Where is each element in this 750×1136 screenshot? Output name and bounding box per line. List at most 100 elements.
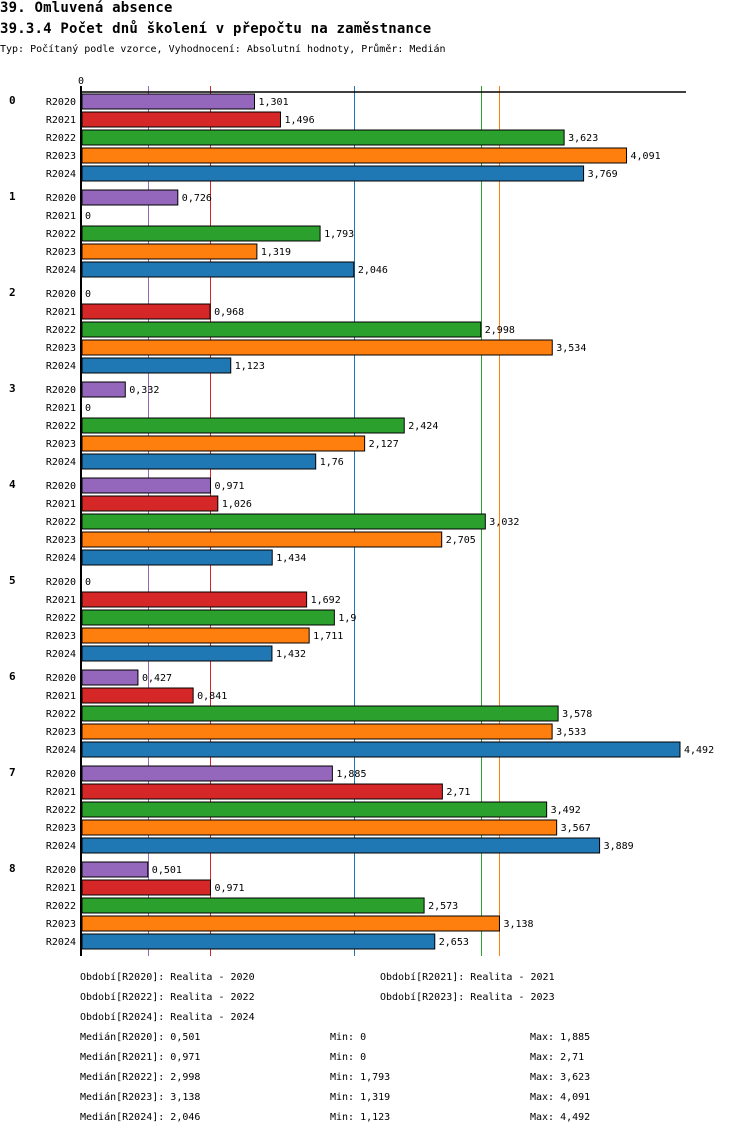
value-label: 3,032 [489, 517, 519, 528]
section-title: 39. Omluvená absence [0, 0, 173, 16]
series-label: R2022 [46, 517, 76, 528]
bar-r2020 [81, 861, 149, 878]
value-label: 0,501 [152, 865, 182, 876]
bar-r2023 [81, 723, 553, 740]
value-label: 2,71 [446, 787, 470, 798]
category-group-5: 5 R2020 0 R2021 1,692 R2022 1,9 R2023 1,711 R2024… [9, 574, 356, 662]
value-label: 1,76 [320, 457, 344, 468]
series-label: R2024 [46, 265, 76, 276]
series-label: R2023 [46, 535, 76, 546]
bar-r2023 [81, 435, 366, 452]
value-label: 3,889 [604, 841, 634, 852]
value-label: 3,567 [561, 823, 591, 834]
bar-r2022 [81, 801, 548, 818]
bar-r2022 [81, 609, 335, 626]
bar-r2024 [81, 261, 355, 278]
bar-r2023 [81, 147, 628, 164]
series-label: R2024 [46, 649, 76, 660]
bar-r2020 [81, 765, 333, 782]
value-label: 2,127 [369, 439, 399, 450]
category-label: 5 [9, 574, 16, 587]
bar-r2022 [81, 417, 405, 434]
bar-r2023 [81, 339, 553, 356]
value-label: 0 [85, 289, 91, 300]
max-r2022: Max: 3,623 [530, 1072, 591, 1083]
series-label: R2024 [46, 457, 76, 468]
series-label: R2022 [46, 229, 76, 240]
bar-r2020 [81, 93, 255, 110]
series-label: R2024 [46, 745, 76, 756]
category-label: 2 [9, 286, 16, 299]
series-label: R2021 [46, 403, 76, 414]
min-r2020: Min: 0 [330, 1032, 367, 1043]
series-label: R2020 [46, 865, 76, 876]
min-r2021: Min: 0 [330, 1052, 367, 1063]
series-label: R2020 [46, 289, 76, 300]
bar-r2024 [81, 549, 273, 566]
bar-r2021 [81, 879, 211, 896]
value-label: 3,623 [568, 133, 598, 144]
value-label: 1,711 [313, 631, 343, 642]
value-label: 1,026 [222, 499, 252, 510]
bar-r2022 [81, 705, 559, 722]
bar-r2024 [81, 837, 601, 854]
legend-period-r2023: Období[R2023]: Realita - 2023 [380, 992, 555, 1003]
min-r2023: Min: 1,319 [330, 1092, 391, 1103]
median-r2024: Medián[R2024]: 2,046 [80, 1112, 201, 1123]
series-label: R2022 [46, 709, 76, 720]
median-r2023: Medián[R2023]: 3,138 [80, 1092, 201, 1103]
category-label: 0 [9, 94, 16, 107]
series-label: R2021 [46, 595, 76, 606]
bar-r2022 [81, 321, 482, 338]
value-label: 2,705 [446, 535, 476, 546]
value-label: 2,998 [485, 325, 515, 336]
value-label: 0,332 [129, 385, 159, 396]
value-label: 0 [85, 211, 91, 222]
bar-r2023 [81, 819, 558, 836]
value-label: 0,971 [214, 883, 244, 894]
value-label: 0,427 [142, 673, 172, 684]
max-r2024: Max: 4,492 [530, 1112, 591, 1123]
value-label: 2,424 [408, 421, 438, 432]
bar-r2021 [81, 303, 211, 320]
chart-title: 39.3.4 Počet dnů školení v přepočtu na z… [0, 21, 432, 37]
series-label: R2022 [46, 805, 76, 816]
value-label: 1,123 [235, 361, 265, 372]
series-label: R2021 [46, 691, 76, 702]
series-label: R2021 [46, 787, 76, 798]
series-label: R2024 [46, 361, 76, 372]
category-label: 3 [9, 382, 16, 395]
category-group-0: 0 R2020 1,301 R2021 1,496 R2022 3,623 R2023 4,09… [9, 93, 661, 182]
median-r2020: Medián[R2020]: 0,501 [80, 1032, 201, 1043]
value-label: 2,573 [428, 901, 458, 912]
bar-r2021 [81, 783, 443, 800]
value-label: 1,301 [258, 97, 288, 108]
category-label: 1 [9, 190, 16, 203]
value-label: 3,769 [588, 169, 618, 180]
max-r2020: Max: 1,885 [530, 1032, 591, 1043]
value-label: 2,653 [439, 937, 469, 948]
category-label: 4 [9, 478, 16, 491]
value-label: 1,692 [311, 595, 341, 606]
bar-r2022 [81, 897, 425, 914]
legend-period-r2021: Období[R2021]: Realita - 2021 [380, 972, 555, 983]
value-label: 1,432 [276, 649, 306, 660]
series-label: R2020 [46, 673, 76, 684]
value-label: 1,434 [276, 553, 306, 564]
value-label: 4,492 [684, 745, 714, 756]
series-label: R2021 [46, 883, 76, 894]
category-group-8: 8 R2020 0,501 R2021 0,971 R2022 2,573 R2023 3,13… [9, 861, 534, 950]
legend-period-r2020: Období[R2020]: Realita - 2020 [80, 972, 255, 983]
value-label: 1,793 [324, 229, 354, 240]
series-label: R2024 [46, 553, 76, 564]
bar-r2022 [81, 513, 486, 530]
category-group-4: 4 R2020 0,971 R2021 1,026 R2022 3,032 R2023 2,70… [9, 477, 519, 566]
series-label: R2021 [46, 307, 76, 318]
series-label: R2023 [46, 439, 76, 450]
series-label: R2022 [46, 901, 76, 912]
series-label: R2021 [46, 499, 76, 510]
bar-r2024 [81, 645, 273, 662]
series-label: R2022 [46, 325, 76, 336]
bar-r2021 [81, 111, 281, 128]
